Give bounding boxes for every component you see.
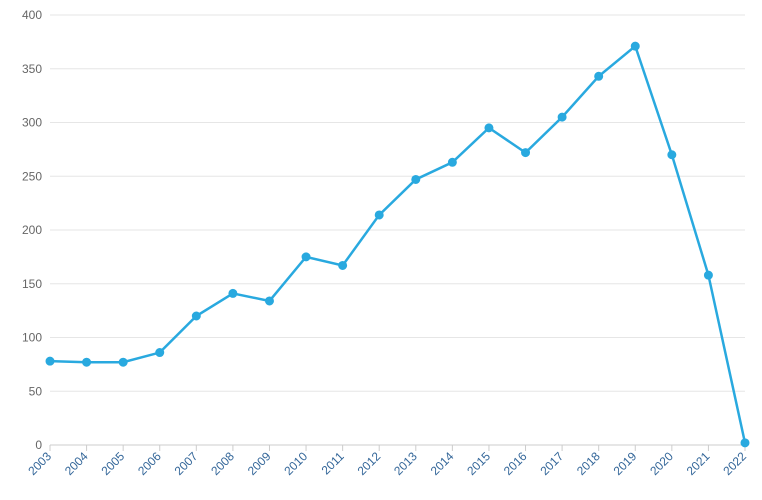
x-tick-label: 2005 xyxy=(98,449,127,478)
series-line xyxy=(50,46,745,443)
series-point xyxy=(704,271,712,279)
y-tick-label: 200 xyxy=(22,223,42,237)
y-tick-label: 150 xyxy=(22,277,42,291)
x-tick-label: 2003 xyxy=(25,449,54,478)
series-point xyxy=(192,312,200,320)
series-point xyxy=(156,349,164,357)
series-point xyxy=(741,439,749,447)
y-tick-label: 350 xyxy=(22,62,42,76)
x-tick-label: 2013 xyxy=(391,449,420,478)
series-point xyxy=(558,113,566,121)
x-tick-label: 2015 xyxy=(464,449,493,478)
x-tick-label: 2012 xyxy=(355,449,384,478)
x-tick-label: 2021 xyxy=(684,449,713,478)
series-point xyxy=(229,289,237,297)
series-point xyxy=(83,358,91,366)
x-tick-label: 2007 xyxy=(172,449,201,478)
series-point xyxy=(631,42,639,50)
line-chart: 0 50 100 150 200 250 300 350 400 2003 20042005 2006… xyxy=(0,0,762,500)
x-tick-label: 2022 xyxy=(720,449,749,478)
x-tick-label: 2004 xyxy=(62,449,91,478)
chart-svg: 0 50 100 150 200 250 300 350 400 2003 20042005 2006… xyxy=(0,0,762,500)
y-tick-label: 250 xyxy=(22,169,42,183)
series-point xyxy=(46,357,54,365)
x-tick-label: 2014 xyxy=(428,449,457,478)
series-point xyxy=(595,72,603,80)
x-tick-label: 2019 xyxy=(611,449,640,478)
x-tick-label: 2009 xyxy=(245,449,274,478)
series-point xyxy=(265,297,273,305)
x-tick-label: 2010 xyxy=(281,449,310,478)
x-tick-label: 2020 xyxy=(647,449,676,478)
x-tick-label: 2018 xyxy=(574,449,603,478)
y-tick-label: 50 xyxy=(29,384,43,398)
x-tick-label: 2008 xyxy=(208,449,237,478)
series-point xyxy=(302,253,310,261)
series-point xyxy=(119,358,127,366)
y-tick-label: 300 xyxy=(22,116,42,130)
series-point xyxy=(412,175,420,183)
y-tick-label: 400 xyxy=(22,8,42,22)
x-tick-label: 2017 xyxy=(537,449,566,478)
series-point xyxy=(522,149,530,157)
x-tick-label: 2011 xyxy=(319,449,347,477)
y-tick-label: 100 xyxy=(22,331,42,345)
y-tick-label: 0 xyxy=(35,438,42,452)
series-point xyxy=(448,158,456,166)
series-point xyxy=(668,151,676,159)
series-point xyxy=(375,211,383,219)
series-point xyxy=(339,261,347,269)
x-tick-label: 2006 xyxy=(135,449,164,478)
series-point xyxy=(485,124,493,132)
x-tick-label: 2016 xyxy=(501,449,530,478)
